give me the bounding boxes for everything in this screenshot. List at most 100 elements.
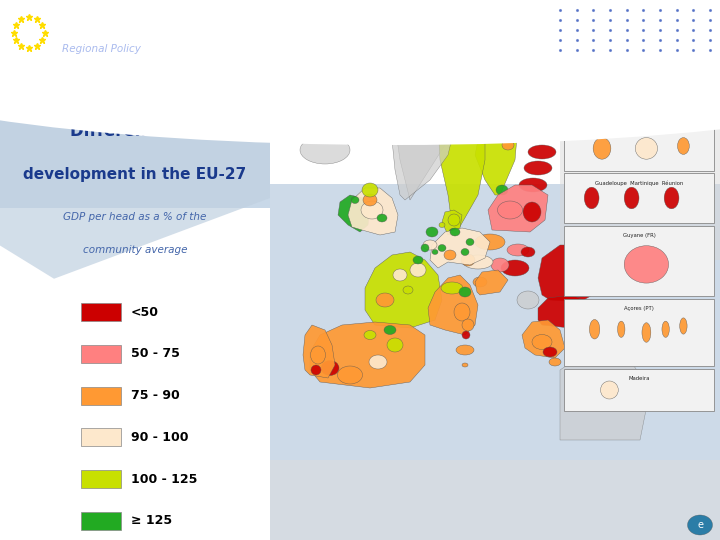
FancyBboxPatch shape (81, 512, 121, 530)
FancyBboxPatch shape (81, 387, 121, 404)
Ellipse shape (461, 248, 469, 255)
Polygon shape (475, 75, 518, 195)
Ellipse shape (521, 247, 535, 257)
Ellipse shape (498, 201, 523, 219)
Text: Regional Policy: Regional Policy (62, 44, 141, 54)
Text: ≥ 125: ≥ 125 (131, 515, 172, 528)
Ellipse shape (448, 214, 460, 226)
Polygon shape (538, 295, 588, 328)
Ellipse shape (376, 293, 394, 307)
Polygon shape (310, 322, 425, 388)
Ellipse shape (624, 246, 669, 283)
Polygon shape (488, 185, 548, 232)
Ellipse shape (507, 244, 529, 256)
Ellipse shape (449, 228, 457, 235)
Ellipse shape (642, 323, 651, 342)
Ellipse shape (387, 338, 403, 352)
Ellipse shape (369, 355, 387, 369)
Ellipse shape (413, 256, 423, 264)
Polygon shape (303, 325, 335, 378)
FancyBboxPatch shape (564, 299, 714, 366)
Ellipse shape (519, 178, 547, 192)
Ellipse shape (680, 318, 687, 334)
Polygon shape (430, 228, 490, 268)
Ellipse shape (321, 361, 339, 375)
Text: 90 - 100: 90 - 100 (131, 431, 189, 444)
Polygon shape (270, 460, 720, 540)
Text: Guadeloupe  Martinique  Réunion: Guadeloupe Martinique Réunion (595, 180, 683, 186)
Ellipse shape (461, 254, 475, 266)
Ellipse shape (421, 244, 429, 252)
Ellipse shape (0, 0, 720, 469)
FancyBboxPatch shape (564, 369, 714, 411)
Text: development in the EU-27: development in the EU-27 (23, 167, 247, 182)
Ellipse shape (444, 250, 456, 260)
Polygon shape (270, 65, 720, 127)
Ellipse shape (618, 321, 625, 338)
FancyBboxPatch shape (81, 303, 121, 321)
Polygon shape (392, 75, 455, 200)
Polygon shape (560, 350, 650, 440)
Ellipse shape (524, 161, 552, 175)
Ellipse shape (517, 291, 539, 309)
FancyBboxPatch shape (81, 345, 121, 363)
Polygon shape (442, 210, 462, 235)
Ellipse shape (423, 240, 437, 250)
Ellipse shape (624, 187, 639, 209)
Ellipse shape (590, 320, 600, 339)
Ellipse shape (377, 214, 387, 222)
FancyBboxPatch shape (81, 470, 121, 488)
Text: Differences in: Differences in (70, 123, 200, 140)
Ellipse shape (462, 331, 470, 339)
Ellipse shape (450, 228, 460, 236)
Text: Canarias (E): Canarias (E) (623, 128, 655, 133)
Ellipse shape (311, 365, 321, 375)
Ellipse shape (532, 334, 552, 349)
Ellipse shape (362, 183, 378, 197)
Text: 50 - 75: 50 - 75 (131, 347, 180, 360)
Ellipse shape (364, 330, 376, 340)
Polygon shape (522, 320, 565, 358)
Ellipse shape (662, 321, 670, 338)
Ellipse shape (463, 255, 493, 269)
Ellipse shape (361, 201, 383, 219)
FancyBboxPatch shape (0, 65, 270, 207)
Ellipse shape (410, 263, 426, 277)
Polygon shape (348, 188, 398, 235)
Ellipse shape (462, 319, 474, 331)
Ellipse shape (459, 287, 471, 297)
Polygon shape (338, 195, 370, 232)
FancyBboxPatch shape (564, 173, 714, 223)
Polygon shape (475, 270, 508, 295)
Ellipse shape (456, 345, 474, 355)
FancyBboxPatch shape (81, 428, 121, 447)
Ellipse shape (496, 185, 508, 195)
Ellipse shape (351, 197, 359, 204)
Ellipse shape (338, 366, 362, 384)
Ellipse shape (0, 0, 720, 145)
Ellipse shape (403, 286, 413, 294)
Polygon shape (438, 75, 485, 230)
Text: Açores (PT): Açores (PT) (624, 306, 654, 311)
Ellipse shape (466, 239, 474, 246)
FancyBboxPatch shape (564, 121, 714, 171)
Ellipse shape (473, 277, 487, 287)
Text: Madeira: Madeira (629, 376, 649, 381)
Ellipse shape (678, 138, 689, 154)
Ellipse shape (454, 303, 470, 321)
Ellipse shape (432, 249, 438, 254)
Text: European Union: European Union (62, 16, 174, 29)
Text: e: e (697, 520, 703, 530)
Ellipse shape (491, 258, 509, 272)
Text: <50: <50 (131, 306, 159, 319)
Ellipse shape (310, 346, 325, 364)
Ellipse shape (528, 145, 556, 159)
Text: 75 - 90: 75 - 90 (131, 389, 180, 402)
Text: community average: community average (83, 245, 187, 255)
Ellipse shape (592, 374, 608, 382)
Ellipse shape (635, 138, 657, 159)
Ellipse shape (475, 234, 505, 250)
Ellipse shape (496, 118, 514, 132)
FancyBboxPatch shape (270, 184, 720, 540)
Ellipse shape (584, 187, 599, 209)
